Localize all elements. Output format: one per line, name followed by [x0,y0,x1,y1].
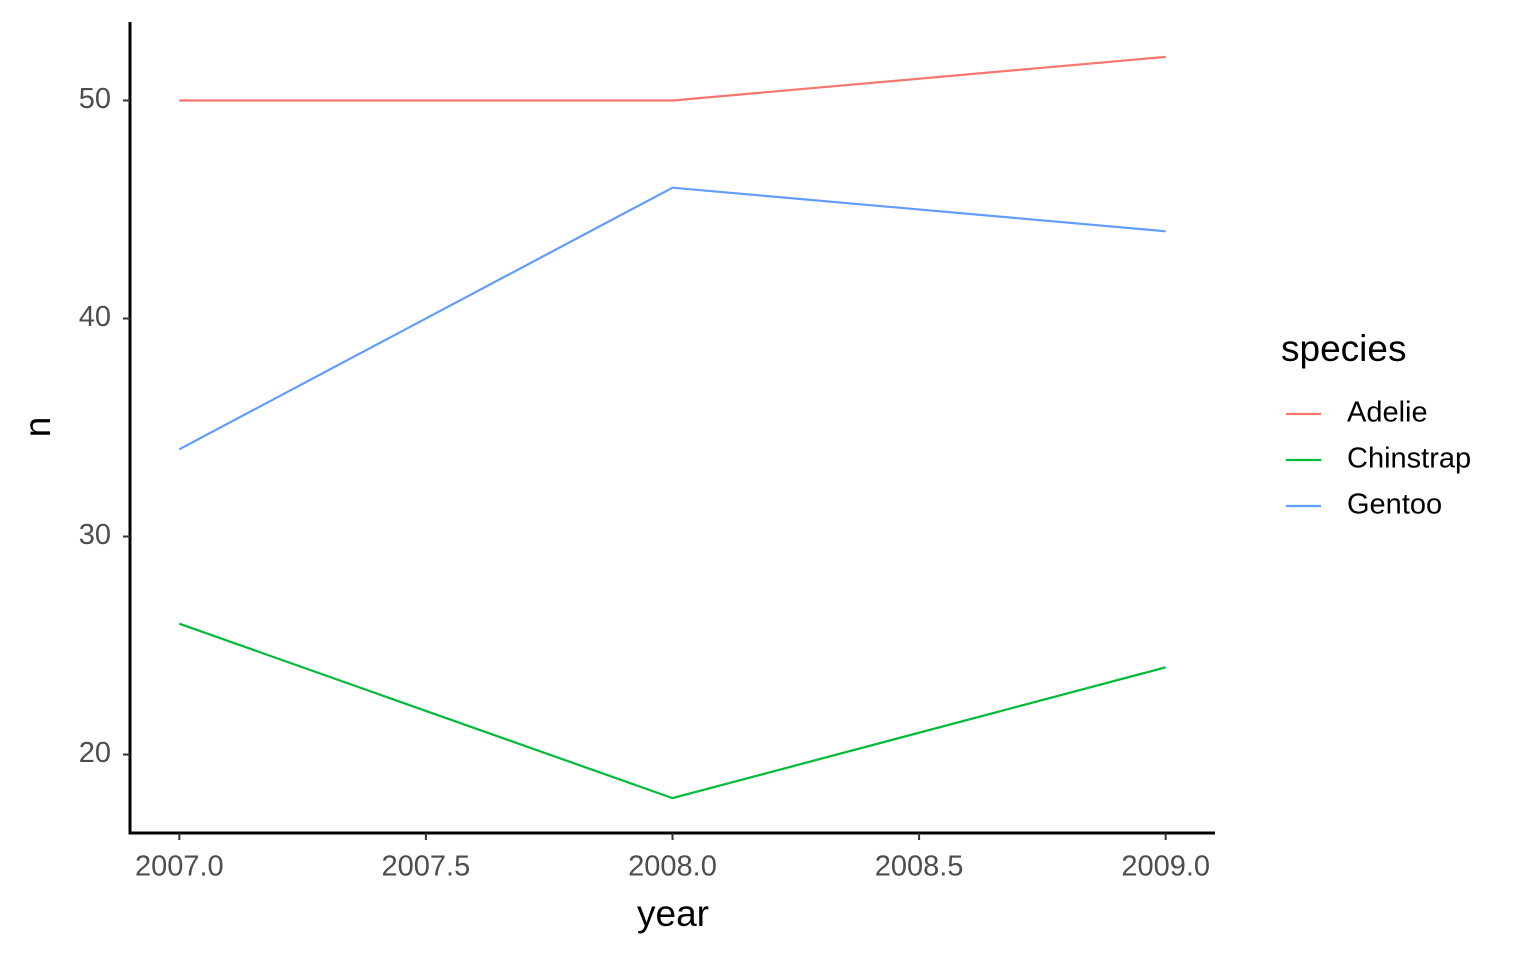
x-tick-label: 2008.0 [628,851,717,883]
x-tick-label: 2008.5 [875,851,964,883]
x-tick-label: 2007.0 [135,851,224,883]
line [178,186,1166,451]
y-tick-label: 20 [79,737,111,769]
legend-label: Chinstrap [1347,443,1471,475]
y-axis-title: n [17,417,58,438]
x-axis-title: year [637,893,709,934]
y-tick-label: 30 [79,519,111,551]
legend-label: Gentoo [1347,489,1442,521]
line [179,55,1166,102]
legend-title: species [1281,328,1406,369]
x-tick-label: 2009.0 [1121,851,1210,883]
y-tick-label: 40 [79,301,111,333]
y-tick-label: 50 [79,83,111,115]
line [178,622,1166,800]
x-tick-label: 2007.5 [382,851,471,883]
legend-label: Adelie [1347,397,1428,429]
